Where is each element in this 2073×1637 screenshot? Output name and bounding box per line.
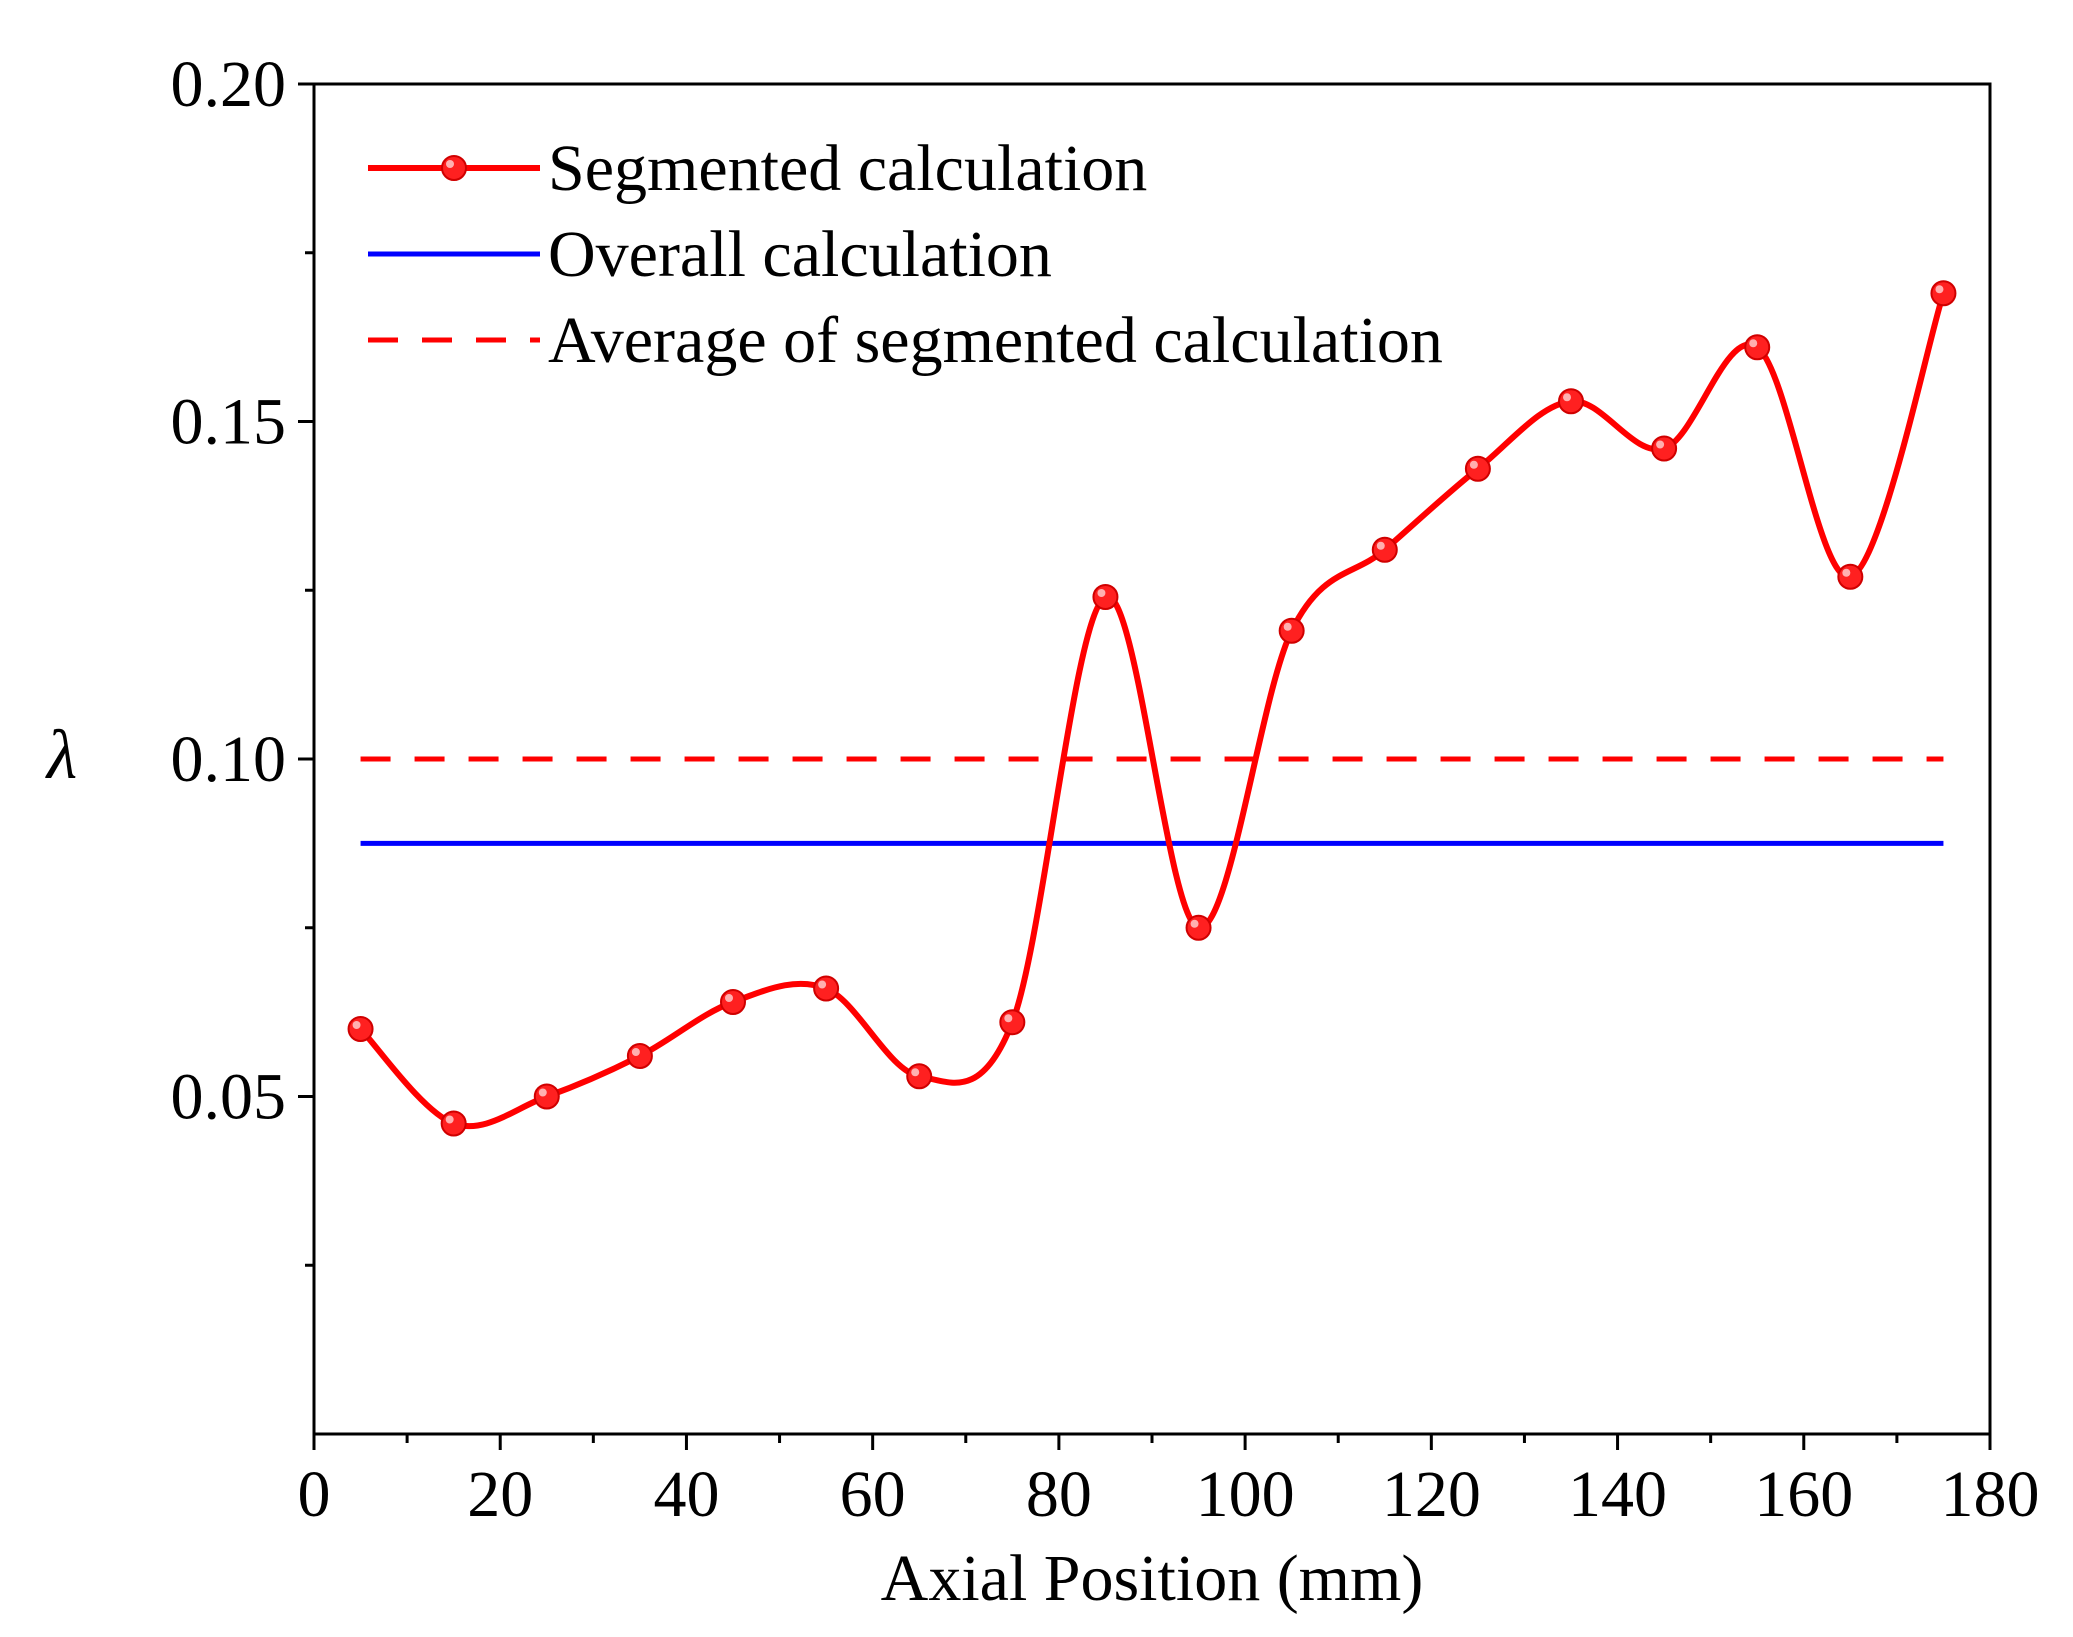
y-tick-label: 0.10 xyxy=(171,723,287,796)
segmented-data-point xyxy=(720,989,746,1015)
segmented-calculation-curve xyxy=(358,292,1947,1130)
segmented-data-point-highlight xyxy=(911,1068,920,1077)
segmented-data-point-highlight xyxy=(538,1088,547,1097)
segmented-data-point xyxy=(813,975,840,1002)
segmented-data-point xyxy=(1185,914,1212,941)
legend-segmented-marker-highlight xyxy=(446,160,454,168)
x-tick-label: 100 xyxy=(1196,1458,1295,1531)
x-axis-title: Axial Position (mm) xyxy=(881,1542,1424,1615)
segmented-data-point xyxy=(440,1110,467,1137)
segmented-data-point-highlight xyxy=(1376,541,1385,550)
legend-segmented-label: Segmented calculation xyxy=(548,132,1147,205)
segmented-data-point-highlight xyxy=(1656,440,1665,449)
segmented-data-point xyxy=(347,1016,374,1042)
segmented-data-point xyxy=(906,1063,933,1090)
segmented-data-point xyxy=(1744,334,1771,361)
legend-item-overall: Overall calculation xyxy=(368,218,1052,291)
segmented-data-point xyxy=(999,1009,1026,1036)
segmented-data-point xyxy=(1092,584,1119,610)
segmented-data-point-highlight xyxy=(1935,285,1944,294)
segmented-data-point xyxy=(1837,563,1864,590)
segmented-data-point xyxy=(1278,617,1305,644)
y-tick-label: 0.05 xyxy=(171,1061,287,1134)
segmented-data-point xyxy=(626,1043,653,1069)
x-tick-label: 60 xyxy=(840,1458,906,1531)
legend: Segmented calculation Overall calculatio… xyxy=(368,132,1443,377)
segmented-data-point xyxy=(1558,388,1584,415)
segmented-data-point-highlight xyxy=(1004,1014,1013,1023)
y-axis-title: λ xyxy=(45,717,77,794)
x-tick-label: 0 xyxy=(298,1458,331,1531)
segmented-data-point-highlight xyxy=(725,994,733,1002)
segmented-data-point xyxy=(533,1083,560,1110)
segmented-data-point-highlight xyxy=(1190,919,1199,928)
x-tick-label: 160 xyxy=(1754,1458,1853,1531)
segmented-data-point-highlight xyxy=(1283,622,1292,631)
legend-segmented-marker xyxy=(441,155,467,181)
legend-item-segmented: Segmented calculation xyxy=(368,132,1147,205)
legend-average-label: Average of segmented calculation xyxy=(548,304,1443,377)
segmented-data-point-highlight xyxy=(818,980,827,989)
segmented-data-point-highlight xyxy=(1469,460,1478,469)
segmented-data-point-highlight xyxy=(1097,589,1106,597)
x-tick-label: 40 xyxy=(653,1458,719,1531)
segmented-data-point xyxy=(1464,455,1491,482)
segmented-data-point-highlight xyxy=(1749,339,1758,348)
legend-item-average: Average of segmented calculation xyxy=(368,304,1443,377)
series-layer xyxy=(347,280,1957,1137)
x-tick-label: 20 xyxy=(467,1458,533,1531)
segmented-data-point xyxy=(1651,435,1678,462)
segmented-data-point xyxy=(1930,280,1957,307)
segmented-data-point-highlight xyxy=(1842,568,1851,577)
segmented-data-point-highlight xyxy=(352,1021,361,1029)
segmented-data-point-highlight xyxy=(1563,393,1571,402)
y-tick-label: 0.20 xyxy=(171,48,287,121)
x-tick-label: 140 xyxy=(1568,1458,1667,1531)
x-tick-label: 180 xyxy=(1941,1458,2040,1531)
x-tick-label: 80 xyxy=(1026,1458,1092,1531)
legend-overall-label: Overall calculation xyxy=(548,218,1052,291)
segmented-data-point xyxy=(1371,536,1398,563)
segmented-data-point-highlight xyxy=(445,1115,454,1124)
y-axis-ticks: 0.05 0.10 0.15 0.20 xyxy=(171,48,314,1267)
segmented-data-point-highlight xyxy=(631,1048,640,1056)
y-tick-label: 0.15 xyxy=(171,386,287,459)
x-axis-ticks: 0 20 40 60 80 100 120 140 160 180 xyxy=(298,1434,2040,1531)
x-tick-label: 120 xyxy=(1382,1458,1481,1531)
